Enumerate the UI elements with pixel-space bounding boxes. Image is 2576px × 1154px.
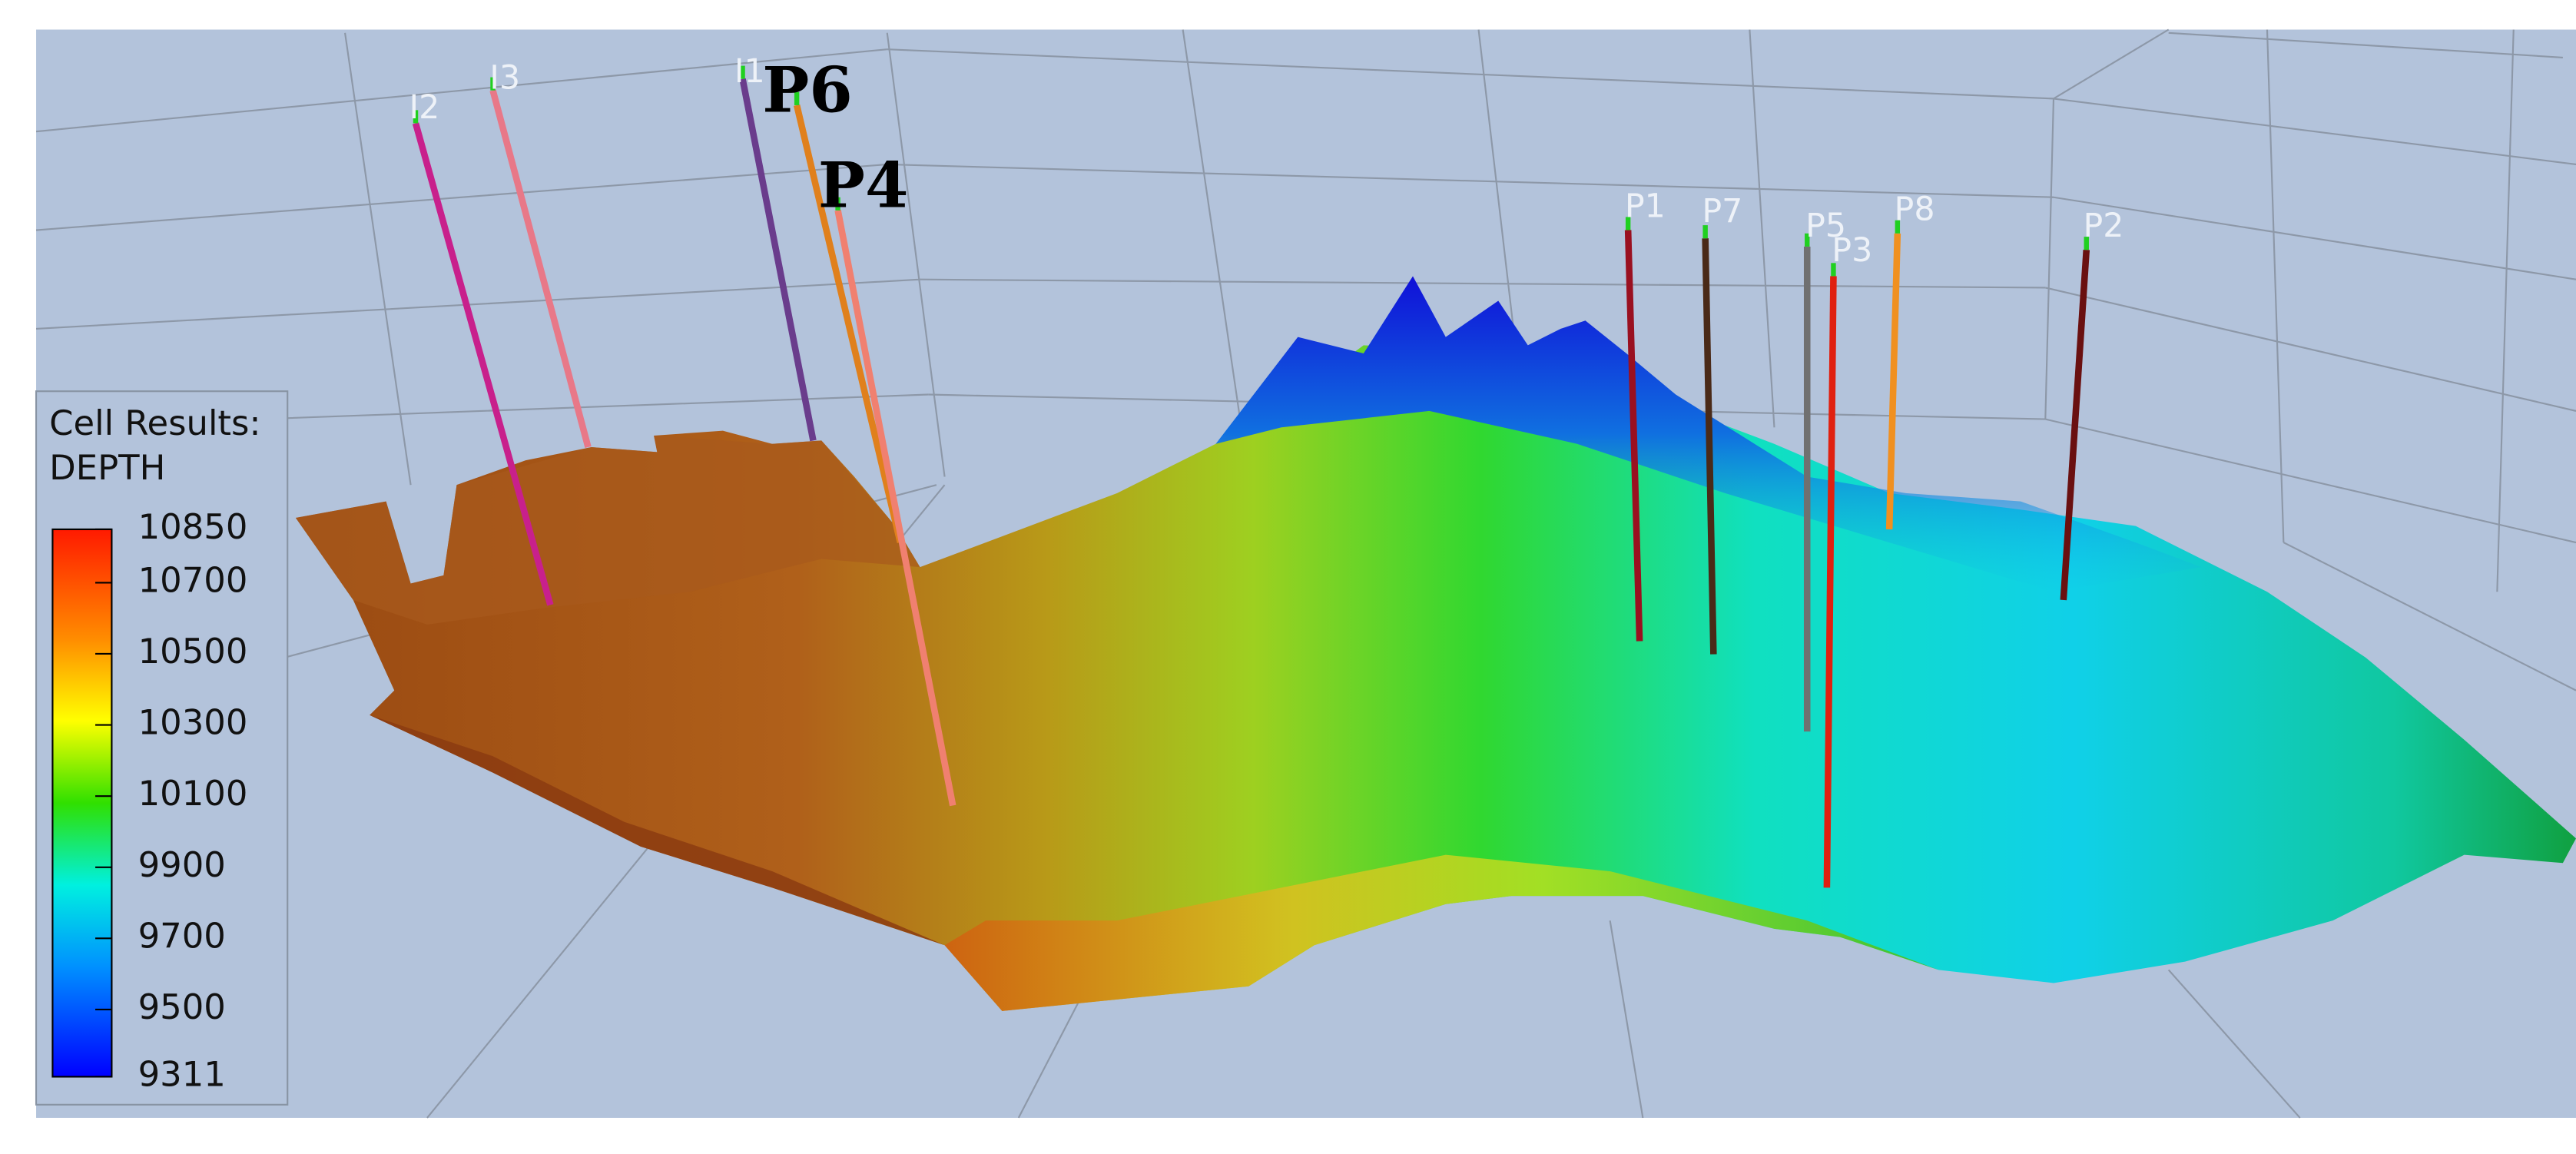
well-label: P6 <box>762 54 853 127</box>
legend-tick-label: 10100 <box>138 773 248 814</box>
well-label: P2 <box>2083 207 2123 245</box>
well-label: I1 <box>734 52 765 91</box>
legend-tick-label: 9500 <box>138 987 226 1027</box>
color-legend: Cell Results: DEPTH 10850 10700 10500 10300… <box>35 390 289 1106</box>
well-path <box>834 210 956 807</box>
well-label: P7 <box>1702 192 1742 230</box>
legend-tick-label: 10500 <box>138 631 248 672</box>
well-path <box>1702 238 1717 655</box>
well-label: P1 <box>1625 187 1666 225</box>
well-label: P4 <box>818 150 909 223</box>
legend-tick-label: 10700 <box>138 559 248 600</box>
legend-tick-label: 9700 <box>138 915 226 956</box>
color-bar <box>51 528 113 1078</box>
well-label: I2 <box>409 88 439 127</box>
well-label: P5 <box>1805 207 1846 245</box>
well-path <box>1823 276 1837 888</box>
well-path <box>793 104 904 544</box>
well-label: I3 <box>489 59 520 98</box>
legend-title: DEPTH <box>49 447 165 488</box>
well-label: P8 <box>1895 191 1935 229</box>
legend-tick-label: 9900 <box>138 844 226 885</box>
well-path <box>489 89 592 449</box>
legend-tick-label: 9311 <box>138 1053 226 1094</box>
well-path <box>412 122 554 606</box>
legend-tick-label: 10850 <box>138 506 248 547</box>
well-path <box>739 78 817 442</box>
well-path <box>1624 230 1643 642</box>
well-label: P3 <box>1832 231 1872 270</box>
well-path <box>2060 249 2090 601</box>
legend-tick-label: 10300 <box>138 702 248 743</box>
well-path <box>1885 233 1901 530</box>
legend-title: Cell Results: <box>49 403 260 443</box>
